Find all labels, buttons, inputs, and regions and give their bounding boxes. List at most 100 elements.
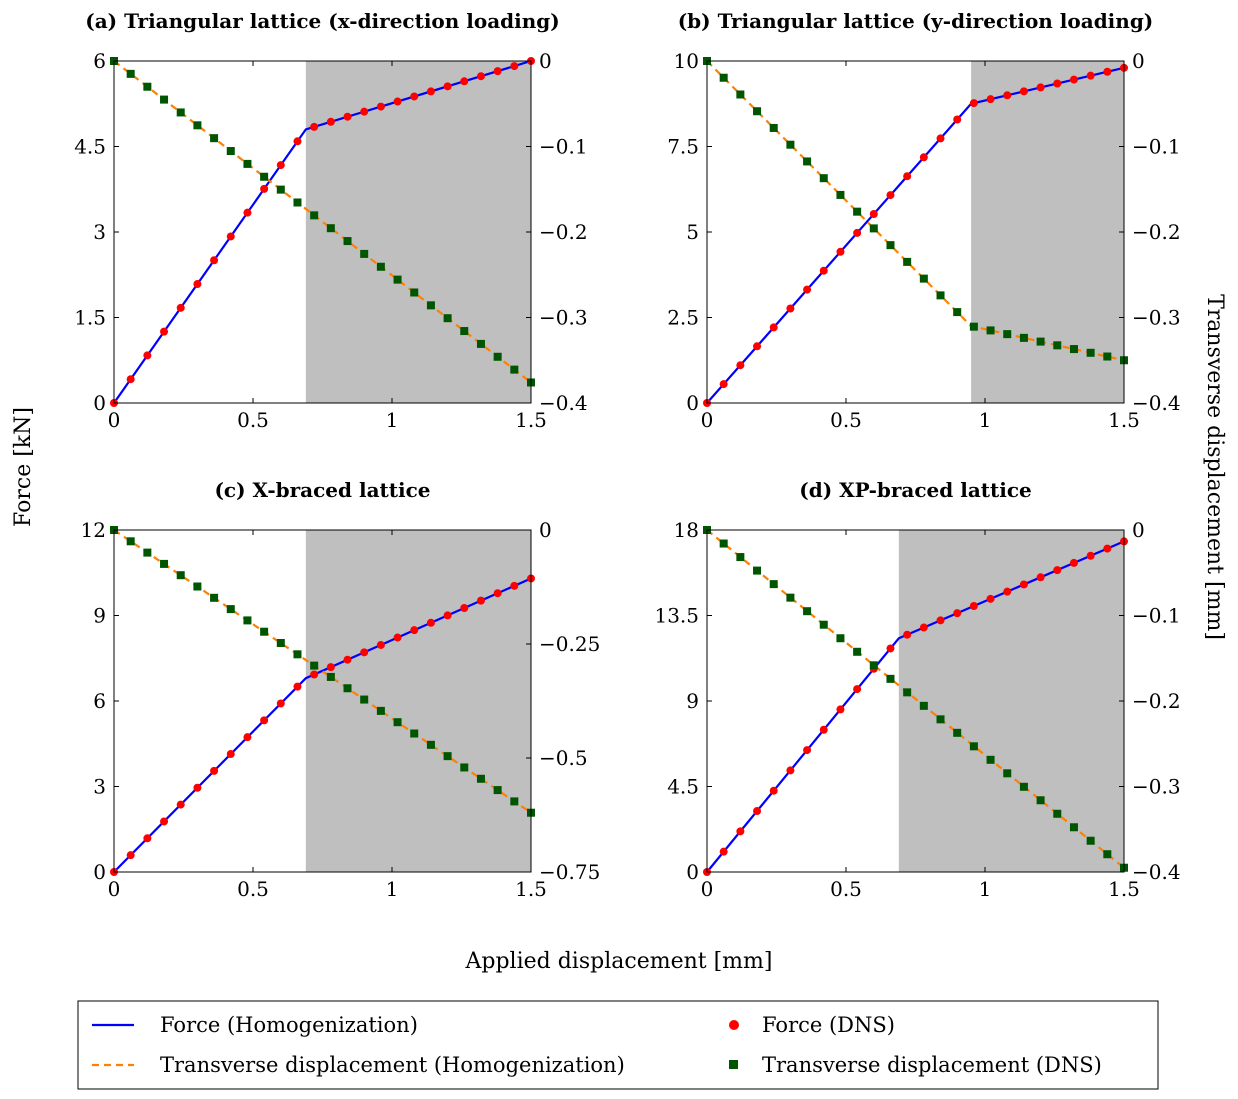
transverse-dns-point <box>953 728 962 737</box>
y-left-tick-label: 0 <box>686 860 699 884</box>
force-dns-point <box>1069 75 1078 84</box>
force-dns-point <box>969 99 978 108</box>
transverse-dns-point <box>143 548 152 557</box>
transverse-dns-point <box>719 73 728 82</box>
transverse-dns-point <box>836 190 845 199</box>
transverse-dns-point <box>493 352 502 361</box>
force-dns-point <box>443 611 452 620</box>
transverse-dns-point <box>493 786 502 795</box>
transverse-dns-point <box>293 198 302 207</box>
y-left-tick-label: 6 <box>93 689 106 713</box>
y-right-tick-label: −0.75 <box>539 860 600 884</box>
force-dns-point <box>476 596 485 605</box>
transverse-dns-point <box>819 620 828 629</box>
force-dns-point <box>193 280 202 289</box>
force-dns-point <box>360 648 369 657</box>
transverse-dns-point <box>360 695 369 704</box>
x-tick-label: 1.5 <box>515 877 547 901</box>
force-dns-point <box>1103 544 1112 553</box>
shaded-region <box>898 530 1124 872</box>
transverse-dns-point <box>769 123 778 132</box>
y-right-tick-label: −0.3 <box>1132 306 1181 330</box>
transverse-dns-point <box>1103 352 1112 361</box>
y-left-tick-label: 4.5 <box>667 775 699 799</box>
force-dns-point <box>410 92 419 101</box>
legend-label-force-dns: Force (DNS) <box>762 1013 895 1037</box>
force-dns-point <box>410 626 419 635</box>
force-dns-point <box>1019 87 1028 96</box>
force-dns-point <box>919 623 928 632</box>
force-dns-point <box>326 117 335 126</box>
force-dns-point <box>276 161 285 170</box>
force-dns-point <box>243 208 252 217</box>
force-dns-point <box>260 716 269 725</box>
force-dns-point <box>293 137 302 146</box>
force-dns-point <box>836 705 845 714</box>
x-tick-label: 1.5 <box>1108 877 1140 901</box>
transverse-dns-point <box>986 755 995 764</box>
panel-2: (c) X-braced lattice 0 0.5 1 1.5 0 3 6 9 12 0 −0.25… <box>81 478 601 901</box>
transverse-dns-point <box>143 82 152 91</box>
x-tick-label: 1 <box>386 877 399 901</box>
transverse-dns-point <box>510 365 519 374</box>
transverse-dns-point <box>1003 330 1012 339</box>
transverse-dns-point <box>393 275 402 284</box>
transverse-dns-point <box>1069 345 1078 354</box>
force-dns-point <box>1036 573 1045 582</box>
y-right-tick-label: 0 <box>1132 49 1145 73</box>
force-dns-point <box>393 633 402 642</box>
force-dns-point <box>1019 580 1028 589</box>
y-right-tick-label: −0.3 <box>539 306 588 330</box>
y-left-tick-label: 0 <box>93 391 106 415</box>
y-left-tick-label: 7.5 <box>667 135 699 159</box>
transverse-dns-point <box>1053 809 1062 818</box>
y-left-tick-label: 18 <box>674 518 699 542</box>
legend-symbol-force-dns <box>729 1020 739 1030</box>
panel-1: (b) Triangular lattice (y-direction load… <box>667 9 1180 432</box>
force-dns-point <box>869 210 878 218</box>
transverse-dns-point <box>410 729 419 738</box>
x-tick-label: 1.5 <box>515 408 547 432</box>
force-dns-point <box>836 247 845 256</box>
transverse-dns-point <box>1053 341 1062 350</box>
transverse-dns-point <box>276 185 285 194</box>
transverse-dns-point <box>969 322 978 331</box>
y-left-tick-label: 3 <box>93 775 106 799</box>
force-dns-point <box>819 266 828 275</box>
transverse-dns-point <box>819 174 828 183</box>
transverse-dns-point <box>853 647 862 656</box>
legend-label-force-homogenization: Force (Homogenization) <box>160 1013 418 1037</box>
transverse-dns-point <box>443 314 452 323</box>
force-dns-point <box>736 361 745 370</box>
shared-xlabel: Applied displacement [mm] <box>465 949 773 974</box>
force-dns-point <box>326 663 335 672</box>
y-left-tick-label: 3 <box>93 220 106 244</box>
y-left-tick-label: 9 <box>686 689 699 713</box>
y-left-tick-label: 4.5 <box>74 135 106 159</box>
transverse-dns-point <box>803 607 812 616</box>
transverse-dns-point <box>226 605 235 614</box>
force-dns-point <box>786 766 795 775</box>
transverse-dns-point <box>310 661 319 670</box>
force-dns-point <box>226 232 235 241</box>
force-dns-point <box>803 746 812 755</box>
force-dns-point <box>886 191 895 200</box>
force-dns-point <box>753 342 762 351</box>
force-dns-point <box>310 122 319 131</box>
force-dns-point <box>343 655 352 664</box>
y-right-tick-label: −0.2 <box>1132 220 1181 244</box>
transverse-dns-point <box>243 616 252 625</box>
force-dns-point <box>160 327 169 336</box>
y-left-tick-label: 5 <box>686 220 699 244</box>
force-dns-point <box>719 380 728 389</box>
transverse-dns-point <box>1086 348 1095 357</box>
transverse-dns-point <box>903 257 912 266</box>
force-dns-point <box>126 375 135 384</box>
transverse-dns-point <box>736 90 745 99</box>
transverse-dns-point <box>969 742 978 751</box>
force-dns-point <box>160 817 169 826</box>
force-dns-point <box>376 640 385 649</box>
force-dns-point <box>936 134 945 143</box>
transverse-dns-point <box>210 593 219 602</box>
transverse-dns-point <box>193 121 202 130</box>
